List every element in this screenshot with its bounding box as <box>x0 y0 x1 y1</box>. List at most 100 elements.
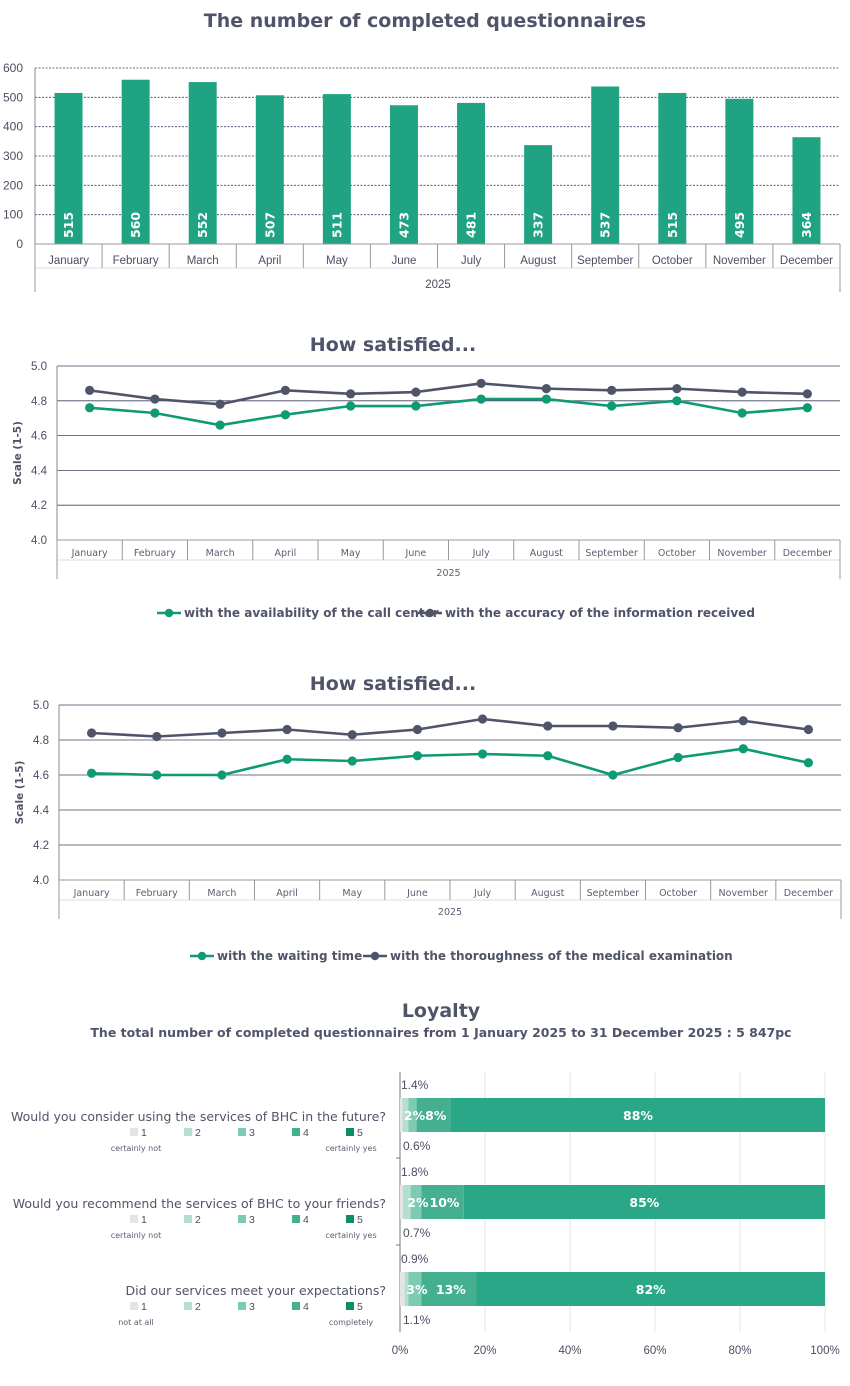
x-tick-label: July <box>472 548 490 559</box>
x-tick-label: March <box>187 255 219 267</box>
scale-legend-number: 3 <box>249 1214 255 1226</box>
scale-legend-swatch <box>238 1302 246 1310</box>
data-point <box>608 721 618 731</box>
chart-title: How satisfied... <box>310 673 476 695</box>
stacked-bar-segment <box>463 1185 825 1219</box>
scale-legend-swatch <box>184 1302 192 1310</box>
bar-value-label: 495 <box>732 212 747 238</box>
x-tick-label: May <box>326 255 348 267</box>
segment-label-3: 2% <box>404 1108 426 1123</box>
scale-legend-number: 1 <box>141 1127 147 1139</box>
data-point <box>737 408 747 418</box>
data-point <box>215 399 225 409</box>
data-point <box>282 754 292 764</box>
x-tick-label: August <box>531 888 565 899</box>
segment-label-5: 85% <box>629 1195 659 1210</box>
x-tick-label: March <box>206 548 235 559</box>
y-tick-label: 4.2 <box>33 840 49 852</box>
scale-legend-number: 5 <box>357 1301 363 1313</box>
data-point <box>152 770 162 780</box>
scale-legend-number: 5 <box>357 1127 363 1139</box>
x-tick-label: December <box>780 255 833 267</box>
x-tick-label: September <box>585 548 638 559</box>
x-tick-label: 20% <box>473 1345 496 1357</box>
bar <box>591 86 620 244</box>
segment-label-2: 0.9% <box>401 1252 429 1266</box>
x-tick-label: November <box>713 255 766 267</box>
scale-legend-swatch <box>292 1302 300 1310</box>
x-tick-label: 40% <box>558 1345 581 1357</box>
scale-legend-number: 5 <box>357 1214 363 1226</box>
bar <box>188 82 217 244</box>
bar-value-label: 337 <box>531 212 546 238</box>
bar-value-label: 537 <box>598 212 613 238</box>
data-point <box>541 384 551 394</box>
x-tick-label: January <box>71 548 108 559</box>
scale-legend-swatch <box>346 1128 354 1136</box>
data-point <box>86 728 97 738</box>
bar-value-label: 560 <box>128 212 143 238</box>
x-tick-label: November <box>717 548 767 559</box>
data-point <box>738 744 748 754</box>
legend-label: with the availability of the call center <box>184 606 439 620</box>
x-tick-label: August <box>530 548 564 559</box>
data-point <box>477 714 488 724</box>
scale-high-label: certainly yes <box>325 1144 376 1153</box>
stacked-bar-segment <box>410 1185 422 1219</box>
data-point <box>672 384 682 394</box>
scale-legend-number: 3 <box>249 1301 255 1313</box>
y-tick-label: 5.0 <box>33 700 49 712</box>
x-tick-label: 100% <box>810 1345 839 1357</box>
legend-label: with the accuracy of the information rec… <box>445 606 755 620</box>
data-point <box>280 410 290 420</box>
satisfaction-line-chart-1: How satisfied... 4.0 4.2 4.4 4.6 4.8 5.0 Scale … <box>12 334 841 620</box>
scale-legend-swatch <box>130 1215 138 1223</box>
x-tick-label: 60% <box>643 1345 666 1357</box>
series-line <box>89 382 808 406</box>
data-point <box>476 394 486 404</box>
scale-legend-swatch <box>238 1128 246 1136</box>
question-label: Would you recommend the services of BHC … <box>13 1196 386 1211</box>
data-point <box>543 751 553 761</box>
y-tick-label: 0 <box>16 237 23 251</box>
bar <box>255 95 284 244</box>
segment-label-4: 13% <box>436 1282 466 1297</box>
stacked-bar-segment <box>408 1272 422 1306</box>
bar <box>457 102 486 244</box>
scale-high-label: completely <box>329 1318 374 1327</box>
data-point <box>411 401 421 411</box>
x-tick-label: 80% <box>728 1345 751 1357</box>
scale-legend-swatch <box>238 1215 246 1223</box>
x-tick-label: June <box>405 548 427 559</box>
x-tick-label: June <box>391 255 416 267</box>
scale-legend-number: 2 <box>195 1214 201 1226</box>
data-point <box>477 749 488 759</box>
x-tick-label: September <box>577 255 633 267</box>
stacked-bar-segment <box>402 1098 409 1132</box>
y-tick-label: 500 <box>3 90 23 104</box>
segment-label-5: 82% <box>636 1282 666 1297</box>
scale-low-label: certainly not <box>111 1231 162 1240</box>
data-point <box>215 420 225 430</box>
x-tick-label: May <box>341 548 361 559</box>
scale-legend-number: 1 <box>141 1214 147 1226</box>
scale-legend-swatch <box>346 1302 354 1310</box>
scale-legend-number: 4 <box>303 1301 309 1313</box>
scale-legend-swatch <box>184 1128 192 1136</box>
chart-title: Loyalty <box>402 1000 481 1022</box>
data-point <box>217 728 227 738</box>
segment-label-4: 8% <box>425 1108 447 1123</box>
scale-legend-swatch <box>292 1215 300 1223</box>
x-tick-label: July <box>461 255 482 267</box>
data-point <box>607 385 617 395</box>
x-tick-label: 0% <box>392 1345 409 1357</box>
data-point <box>476 378 486 388</box>
data-point <box>737 387 747 397</box>
legend-swatch-marker <box>370 951 380 961</box>
x-tick-label: April <box>258 255 281 267</box>
bar <box>792 137 821 244</box>
y-axis-title: Scale (1-5) <box>12 421 24 485</box>
segment-label-2: 1.8% <box>401 1165 429 1179</box>
data-point <box>85 385 95 395</box>
scale-legend-swatch <box>292 1128 300 1136</box>
